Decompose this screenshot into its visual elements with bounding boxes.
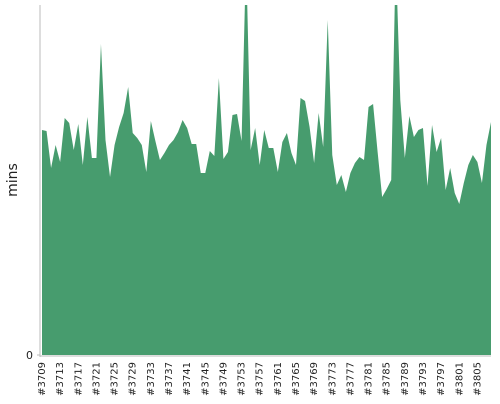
x-tick-label: #3725 xyxy=(110,362,121,396)
area xyxy=(42,5,491,355)
x-tick-label: #3741 xyxy=(182,362,193,396)
x-tick-label: #3773 xyxy=(327,362,338,396)
x-tick-label: #3745 xyxy=(200,362,211,396)
x-tick-label: #3777 xyxy=(345,362,356,396)
x-tick-label: #3757 xyxy=(255,362,266,396)
x-tick-label: #3721 xyxy=(91,362,102,396)
x-tick-label: #3749 xyxy=(218,362,229,396)
x-tick-label: #3729 xyxy=(128,362,139,396)
y-tick-label: 0 xyxy=(26,349,33,362)
x-tick-label: #3789 xyxy=(400,362,411,396)
x-tick-label: #3781 xyxy=(364,362,375,396)
x-tick-label: #3769 xyxy=(309,362,320,396)
x-tick-label: #3753 xyxy=(237,362,248,396)
x-tick-label: #3801 xyxy=(454,362,465,396)
x-tick-label: #3717 xyxy=(73,362,84,396)
x-tick-label: #3805 xyxy=(472,362,483,396)
y-axis-label: mins xyxy=(5,163,21,197)
x-tick-label: #3761 xyxy=(273,362,284,396)
x-tick-label: #3733 xyxy=(146,362,157,396)
x-tick-label: #3793 xyxy=(418,362,429,396)
x-tick-label: #3765 xyxy=(291,362,302,396)
x-tick-label: #3709 xyxy=(37,362,48,396)
x-tick-label: #3713 xyxy=(55,362,66,396)
x-tick-label: #3737 xyxy=(164,362,175,396)
x-tick-label: #3797 xyxy=(436,362,447,396)
x-tick-label: #3785 xyxy=(382,362,393,396)
